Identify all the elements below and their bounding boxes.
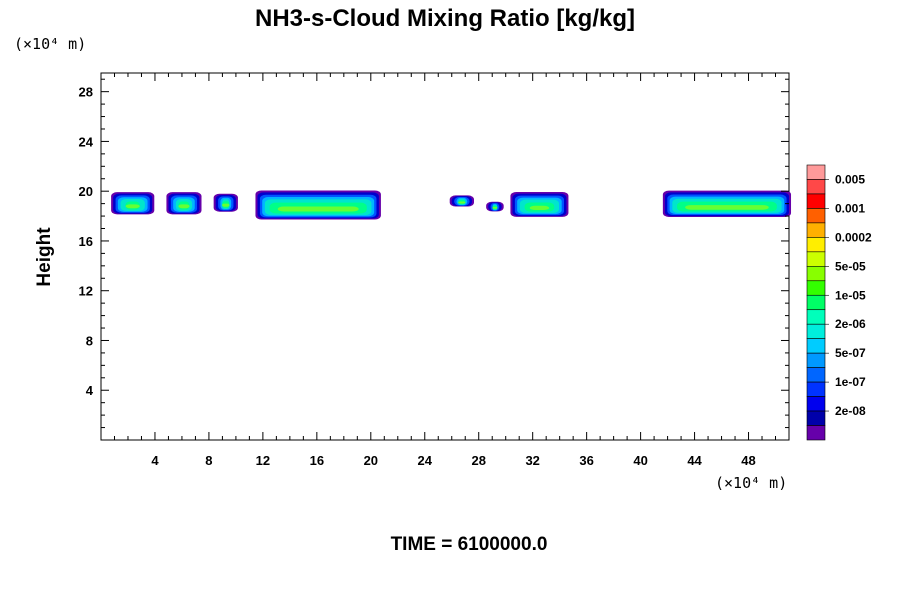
cloud-band (125, 204, 140, 209)
colorbar-swatch (806, 280, 826, 296)
x-tick-label: 24 (418, 453, 433, 468)
x-tick-label: 36 (579, 453, 593, 468)
y-tick-label: 12 (79, 284, 93, 299)
cloud-band (277, 206, 359, 212)
colorbar-label: 0.001 (835, 201, 865, 215)
cloud-region-2 (166, 192, 202, 215)
colorbar-swatch (806, 425, 826, 441)
cloud-region-6 (486, 201, 504, 212)
colorbar-swatch (806, 323, 826, 339)
colorbar-swatch (806, 251, 826, 267)
colorbar-swatch (806, 410, 826, 426)
y-tick-label: 20 (79, 184, 93, 199)
colorbar-swatch (806, 208, 826, 224)
x-tick-label: 8 (205, 453, 212, 468)
cloud-region-8 (662, 190, 792, 217)
colorbar-swatch (806, 309, 826, 325)
cloud-band (178, 204, 190, 209)
plot-frame (100, 72, 790, 441)
colorbar-swatch (806, 237, 826, 253)
cloud-band (222, 203, 230, 207)
colorbar-label: 0.005 (835, 172, 865, 186)
x-tick-label: 32 (525, 453, 539, 468)
colorbar-swatch (806, 193, 826, 209)
cloud-band (458, 201, 466, 204)
x-tick-label: 12 (256, 453, 270, 468)
colorbar-swatch (806, 352, 826, 368)
x-axis: 4 8 12 16 20 24 28 32 36 40 44 48 (113, 73, 777, 468)
cloud-band (492, 207, 498, 209)
colorbar-label: 2e-06 (835, 317, 866, 331)
cloud-band (529, 205, 550, 211)
y-axis-unit: (×10⁴ m) (14, 35, 86, 53)
x-tick-label: 16 (310, 453, 324, 468)
y-tick-label: 24 (79, 134, 94, 149)
colorbar-swatch (806, 164, 826, 180)
plot-area (100, 72, 792, 441)
cloud-region-7 (510, 191, 569, 217)
cloud-region-1 (111, 192, 155, 215)
colorbar-label: 5e-05 (835, 259, 866, 273)
colorbar-label: 0.0002 (835, 230, 872, 244)
colorbar-label: 1e-05 (835, 288, 866, 302)
colorbar-label: 2e-08 (835, 404, 866, 418)
cloud-region-5 (449, 195, 475, 207)
colorbar-label: 5e-07 (835, 346, 866, 360)
y-axis: 4 8 12 16 20 24 28 (79, 78, 789, 429)
time-label: TIME = 6100000.0 (391, 534, 548, 555)
y-tick-label: 8 (86, 333, 93, 348)
colorbar-swatch (806, 266, 826, 282)
colorbar-swatch (806, 179, 826, 195)
colorbar-swatch (806, 338, 826, 354)
colorbar-swatch (806, 381, 826, 397)
colorbar: 0.005 0.001 0.0002 5e-05 1e-05 2e-06 5e-07 1e-0… (806, 164, 872, 441)
cloud-region-4 (255, 190, 381, 220)
x-axis-unit: (×10⁴ m) (715, 474, 787, 492)
x-tick-label: 48 (741, 453, 755, 468)
y-axis-title: Height (34, 227, 55, 287)
colorbar-label: 1e-07 (835, 375, 866, 389)
x-tick-label: 20 (364, 453, 378, 468)
x-tick-label: 4 (151, 453, 159, 468)
cloud-band (685, 205, 769, 210)
y-tick-label: 4 (86, 383, 94, 398)
y-tick-label: 16 (79, 234, 93, 249)
x-tick-label: 44 (687, 453, 702, 468)
colorbar-swatch (806, 294, 826, 311)
x-tick-label: 40 (633, 453, 647, 468)
colorbar-swatch (806, 396, 826, 412)
y-tick-label: 28 (79, 85, 93, 100)
chart-title: NH3-s-Cloud Mixing Ratio [kg/kg] (255, 5, 635, 32)
cloud-region-3 (213, 193, 238, 212)
x-tick-label: 28 (471, 453, 485, 468)
colorbar-swatch (806, 367, 826, 383)
colorbar-swatch (806, 222, 826, 238)
